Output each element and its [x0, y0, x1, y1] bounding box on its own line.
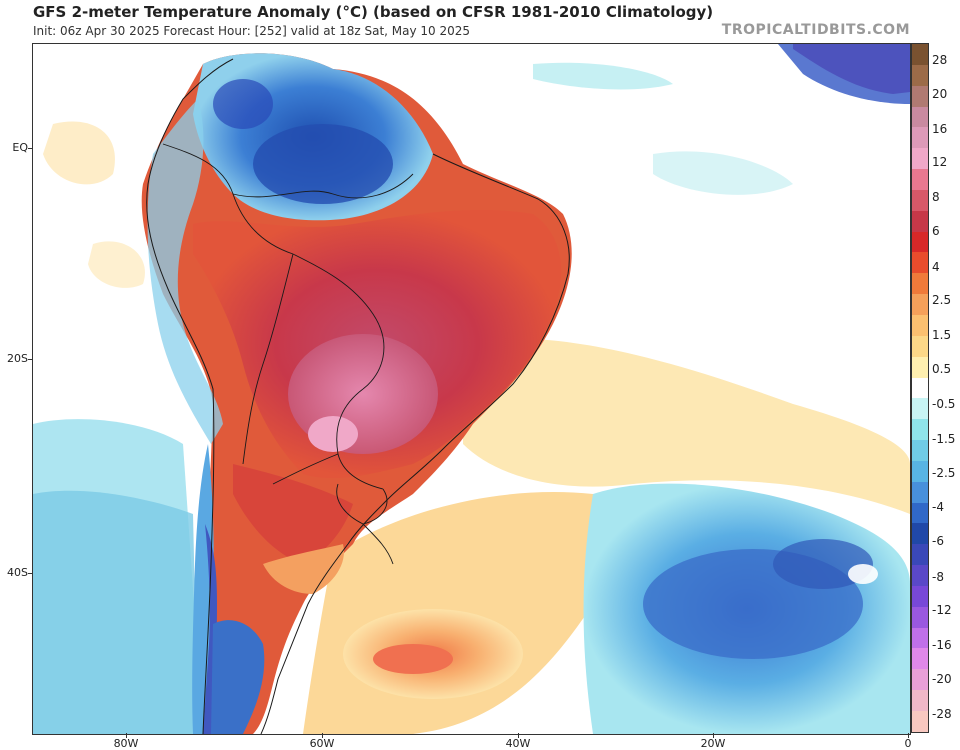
anomaly-map: [32, 43, 911, 735]
colorbar-segment: [912, 335, 928, 357]
lat-label-20s: 20S: [7, 352, 28, 365]
colorbar-segment: [912, 669, 928, 691]
lon-tick-80w: [126, 733, 127, 738]
lon-tick-60w: [322, 733, 323, 738]
colorbar-label: -6: [932, 534, 944, 548]
colorbar-segment: [912, 64, 928, 86]
colorbar-segment: [912, 606, 928, 628]
colorbar-segment: [912, 419, 928, 441]
colorbar-segment: [912, 523, 928, 545]
lat-tick-40s: [28, 573, 33, 574]
colorbar-label: -28: [932, 707, 952, 721]
lat-label-eq: EQ: [12, 141, 28, 154]
colorbar-label: -8: [932, 570, 944, 584]
colorbar-segment: [912, 502, 928, 524]
colorbar-segment: [912, 377, 928, 399]
colorbar-segment: [912, 690, 928, 711]
lon-label-60w: 60W: [309, 737, 335, 750]
lat-tick-20s: [28, 359, 33, 360]
colorbar-segment: [912, 648, 928, 670]
lon-label-80w: 80W: [113, 737, 139, 750]
colorbar-label: -0.5: [932, 397, 956, 411]
map-subtitle: Init: 06z Apr 30 2025 Forecast Hour: [25…: [33, 24, 471, 38]
lon-tick-20w: [713, 733, 714, 738]
colorbar-label: 20: [932, 87, 948, 101]
colorbar-label: 12: [932, 155, 948, 169]
colorbar-segment: [912, 627, 928, 649]
colorbar-segment: [912, 314, 928, 336]
colorbar-segment: [912, 210, 928, 232]
colorbar-segment: [912, 585, 928, 607]
colorbar-segment: [912, 398, 928, 420]
colorbar-segment: [912, 565, 928, 586]
colorbar-segment: [912, 169, 928, 190]
colorbar-segment: [912, 460, 928, 482]
watermark-text: TROPICALTIDBITS.COM: [721, 22, 910, 38]
colorbar-segment: [912, 440, 928, 461]
colorbar-segment: [912, 44, 928, 65]
colorbar-label: -20: [932, 672, 952, 686]
colorbar-segment: [912, 189, 928, 211]
colorbar-label: 16: [932, 122, 948, 136]
lon-label-20w: 20W: [700, 737, 726, 750]
colorbar: [911, 43, 929, 733]
colorbar-segment: [912, 294, 928, 315]
colorbar-label: -12: [932, 603, 952, 617]
colorbar-label: -4: [932, 500, 944, 514]
colorbar-segment: [912, 711, 928, 732]
colorbar-segment: [912, 544, 928, 566]
anomaly-map-canvas: [33, 44, 910, 734]
colorbar-segment: [912, 231, 928, 253]
colorbar-label: -2.5: [932, 466, 956, 480]
colorbar-label: 0.5: [932, 362, 952, 376]
lat-label-40s: 40S: [7, 566, 28, 579]
colorbar-segment: [912, 127, 928, 149]
colorbar-segment: [912, 106, 928, 128]
colorbar-segment: [912, 481, 928, 503]
lat-tick-eq: [28, 148, 33, 149]
colorbar-label: 28: [932, 53, 948, 67]
colorbar-segment: [912, 148, 928, 170]
colorbar-label: -16: [932, 638, 952, 652]
lon-label-0: 0: [904, 737, 912, 750]
colorbar-label: 4: [932, 260, 940, 274]
colorbar-label: 1.5: [932, 328, 952, 342]
colorbar-segment: [912, 252, 928, 274]
colorbar-segment: [912, 356, 928, 378]
map-title: GFS 2-meter Temperature Anomaly (°C) (ba…: [33, 3, 714, 21]
colorbar-label: 6: [932, 224, 940, 238]
colorbar-label: 8: [932, 190, 940, 204]
lon-label-40w: 40W: [505, 737, 531, 750]
colorbar-label: -1.5: [932, 432, 956, 446]
colorbar-segment: [912, 273, 928, 295]
colorbar-segment: [912, 85, 928, 107]
lon-tick-40w: [518, 733, 519, 738]
colorbar-label: 2.5: [932, 293, 952, 307]
lon-tick-0: [908, 733, 909, 738]
